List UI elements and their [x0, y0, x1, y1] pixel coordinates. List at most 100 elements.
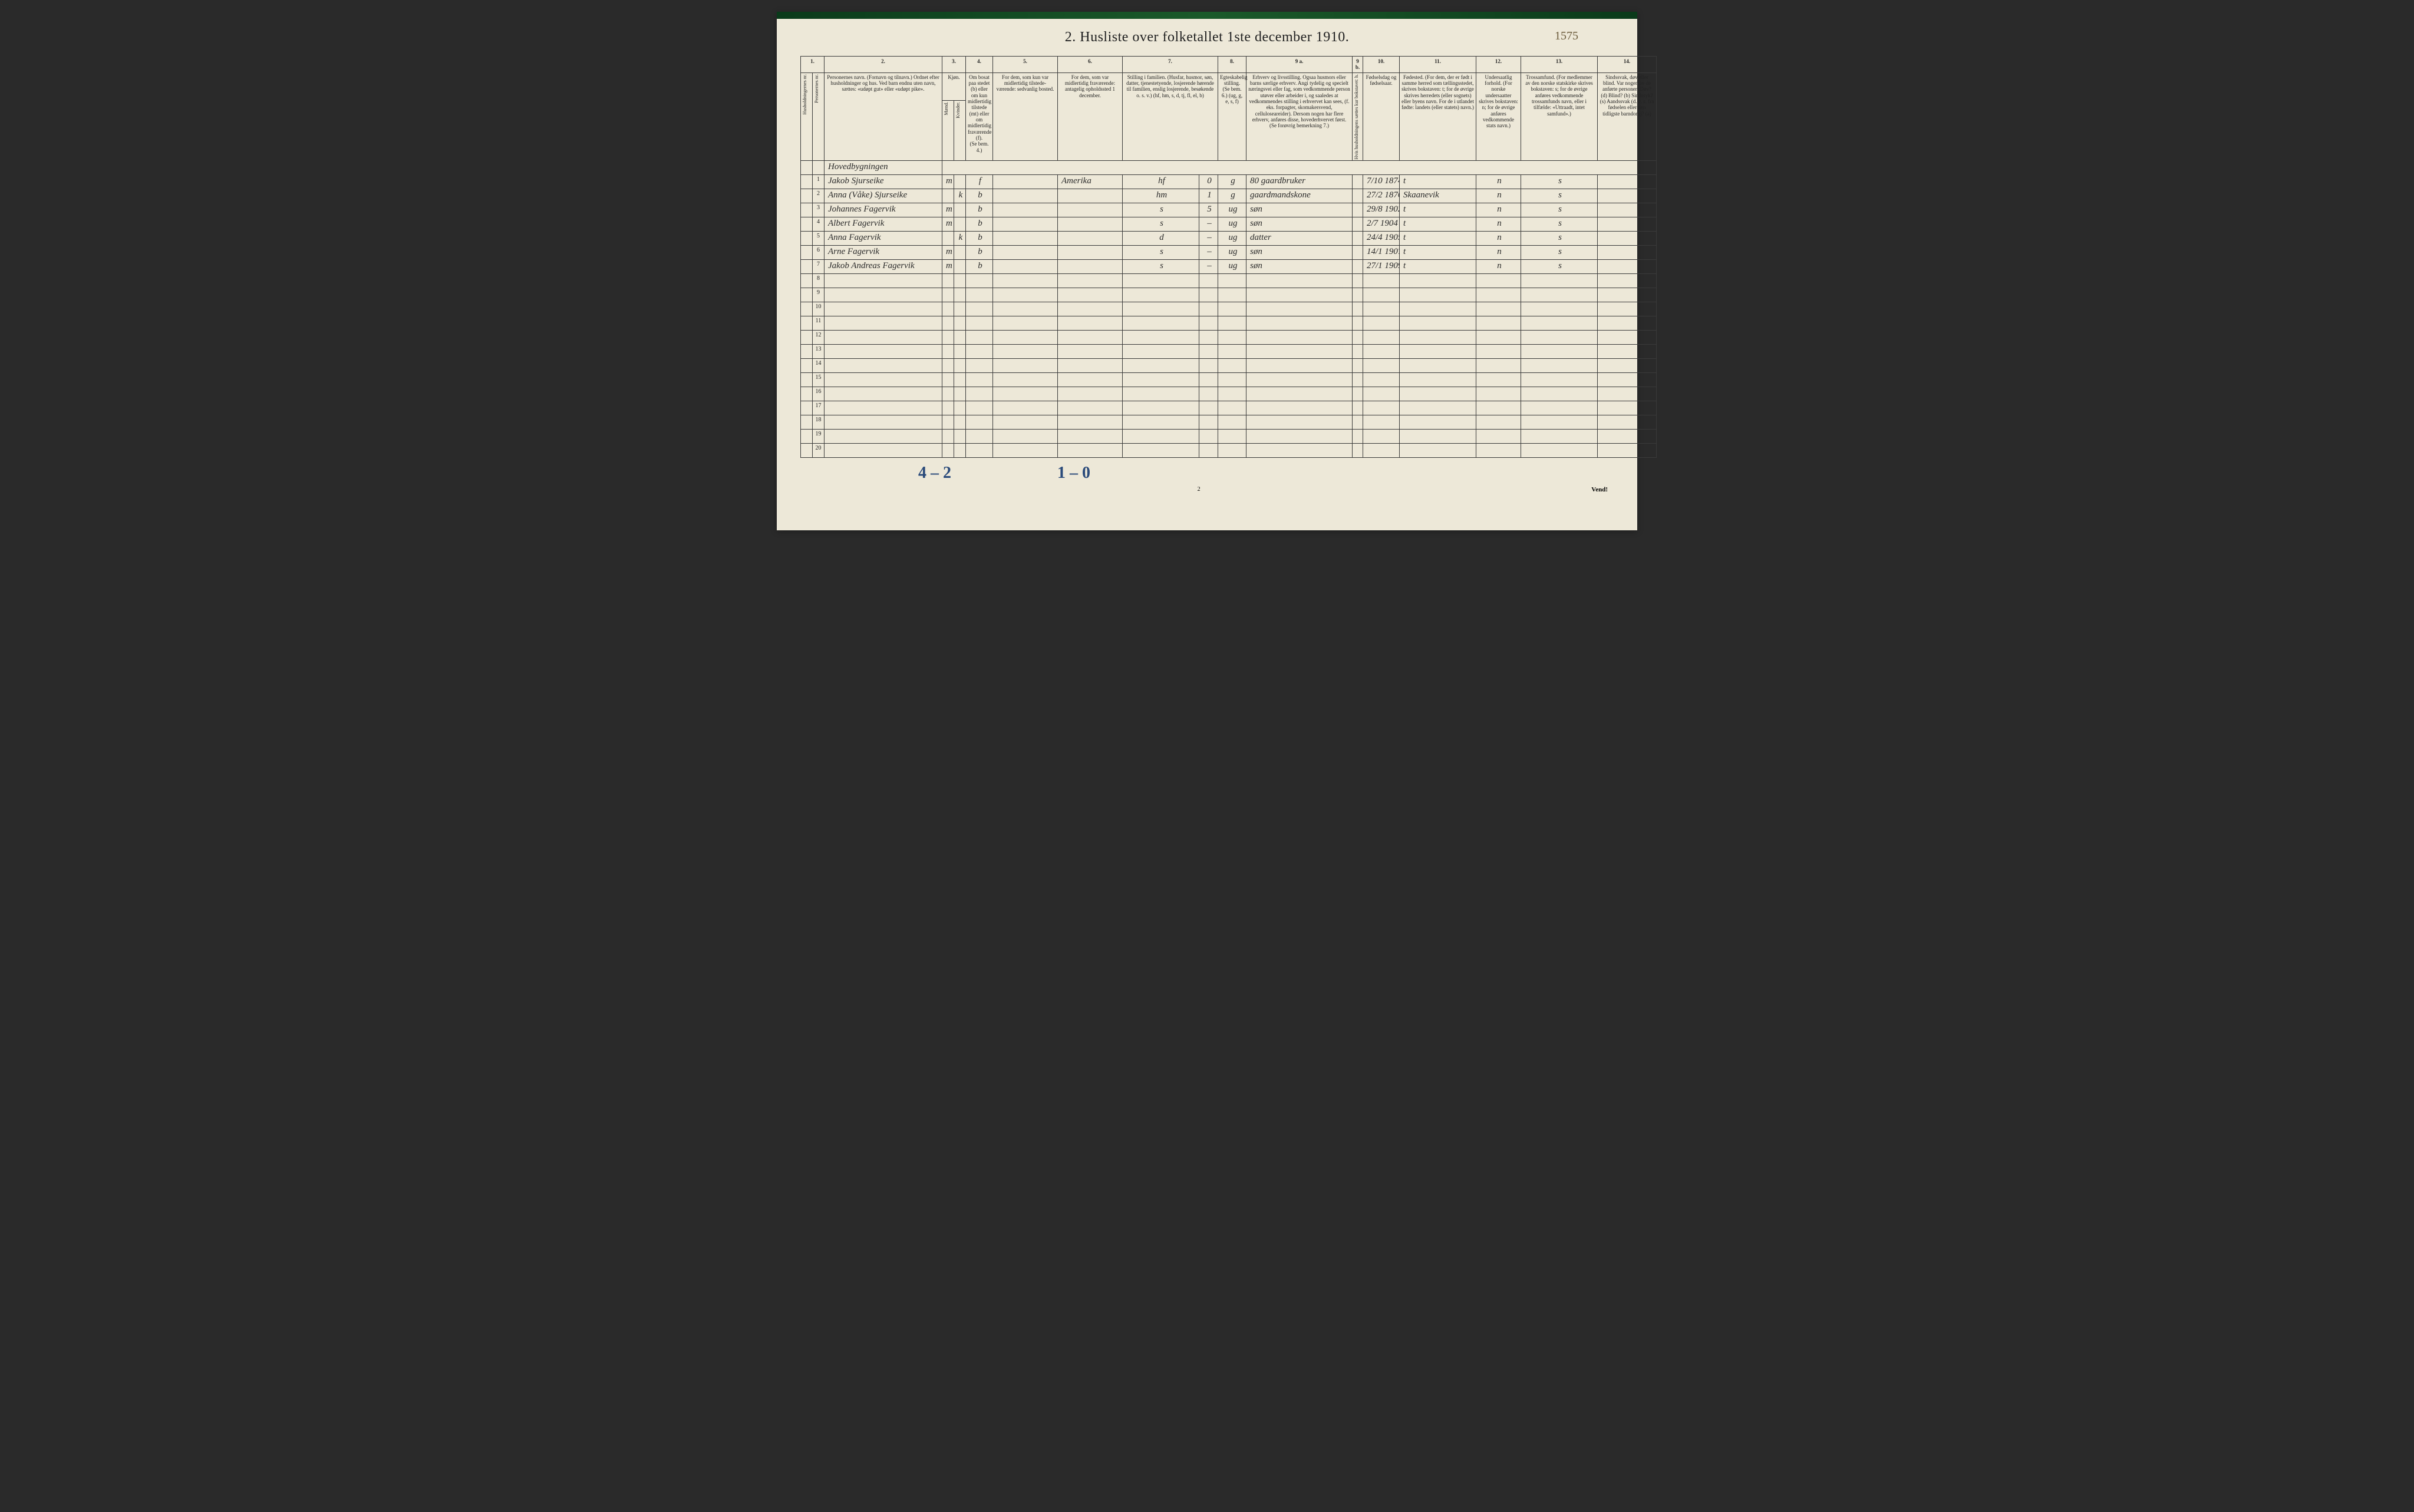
cell-empty — [1199, 373, 1218, 387]
cell-empty — [1598, 430, 1657, 444]
cell-empty — [1598, 345, 1657, 359]
cell-empty — [1353, 359, 1363, 373]
cell-tilstede — [993, 203, 1058, 217]
header-maend: Mænd. — [942, 101, 954, 161]
cell-undersaat: n — [1476, 175, 1521, 189]
cell-fravaer: Amerika — [1058, 175, 1123, 189]
hushold-nr — [801, 274, 813, 288]
person-nr: 17 — [813, 401, 825, 415]
cell-bosat: f — [966, 175, 993, 189]
cell-empty — [1218, 401, 1246, 415]
table-row: 2Anna (Våke) Sjurseikekbhm1ggaardmandsko… — [801, 189, 1657, 203]
cell-tilstede — [993, 189, 1058, 203]
cell-empty — [954, 373, 966, 387]
person-nr: 7 — [813, 260, 825, 274]
person-nr: 4 — [813, 217, 825, 232]
cell-bosat: b — [966, 232, 993, 246]
header-text: Personernes nr. — [814, 74, 820, 103]
header-tilstede: For dem, som kun var midlertidig tilsted… — [993, 72, 1058, 160]
cell-empty — [993, 430, 1058, 444]
cell-tros: s — [1521, 175, 1598, 189]
table-row: 7Jakob Andreas Fagervikmbs–ugsøn27/1 190… — [801, 260, 1657, 274]
cell-empty — [1363, 401, 1400, 415]
header-bosat: Om bosat paa stedet (b) eller om kun mid… — [966, 72, 993, 160]
cell-empty — [1199, 444, 1218, 458]
cell-empty — [954, 387, 966, 401]
cell-empty — [1123, 359, 1199, 373]
hushold-nr — [801, 217, 813, 232]
person-nr: 13 — [813, 345, 825, 359]
cell-empty — [1598, 302, 1657, 316]
person-nr: 14 — [813, 359, 825, 373]
cell-famstilling: d — [1123, 232, 1199, 246]
cell-empty — [1058, 359, 1123, 373]
cell-empty — [825, 415, 942, 430]
cell-empty — [825, 331, 942, 345]
cell-egteskab: ug — [1218, 217, 1246, 232]
cell-empty — [954, 345, 966, 359]
table-row-blank: 16 — [801, 387, 1657, 401]
cell-empty — [825, 274, 942, 288]
cell-empty — [1058, 331, 1123, 345]
cell-erhverv: datter — [1246, 232, 1353, 246]
cell-egteskab: ug — [1218, 203, 1246, 217]
cell-9b — [1353, 217, 1363, 232]
cell-fodsel: 14/1 1907 — [1363, 246, 1400, 260]
cell-empty — [1246, 331, 1353, 345]
cell-empty — [1123, 415, 1199, 430]
section-note-row: Hovedbygningen — [801, 161, 1657, 175]
header-navn: Personernes navn. (Fornavn og tilnavn.) … — [825, 72, 942, 160]
cell-empty — [1363, 302, 1400, 316]
cell-empty — [966, 288, 993, 302]
cell-empty — [1363, 359, 1400, 373]
hushold-nr — [801, 316, 813, 331]
cell-empty — [1058, 373, 1123, 387]
cell-empty — [1598, 316, 1657, 331]
person-nr: 5 — [813, 232, 825, 246]
cell-empty — [1363, 373, 1400, 387]
cell-empty — [1353, 274, 1363, 288]
cell-tros: s — [1521, 189, 1598, 203]
cell-count: 5 — [1199, 203, 1218, 217]
cell-empty — [1521, 430, 1598, 444]
hushold-nr — [801, 175, 813, 189]
person-nr: 2 — [813, 189, 825, 203]
cell-sindssvak — [1598, 246, 1657, 260]
cell-m: m — [942, 260, 954, 274]
table-row-blank: 20 — [801, 444, 1657, 458]
cell-empty — [1521, 444, 1598, 458]
table-row-blank: 10 — [801, 302, 1657, 316]
cell-fravaer — [1058, 260, 1123, 274]
cell-empty — [966, 331, 993, 345]
cell-undersaat: n — [1476, 189, 1521, 203]
cell-empty — [1476, 387, 1521, 401]
cell-empty — [942, 288, 954, 302]
cell-fodested: t — [1400, 232, 1476, 246]
cell-tros: s — [1521, 232, 1598, 246]
cell-bosat: b — [966, 189, 993, 203]
cell-empty — [1353, 444, 1363, 458]
cell-fravaer — [1058, 203, 1123, 217]
cell-fodsel: 24/4 1905 — [1363, 232, 1400, 246]
header-text: Husholdningernes nr. — [803, 74, 808, 114]
cell-empty — [942, 331, 954, 345]
cell-empty — [954, 288, 966, 302]
cell-egteskab: g — [1218, 175, 1246, 189]
cell-m: m — [942, 175, 954, 189]
cell-empty — [993, 345, 1058, 359]
cell-empty — [1598, 359, 1657, 373]
cell-empty — [966, 415, 993, 430]
cell-k: k — [954, 232, 966, 246]
cell-empty — [966, 345, 993, 359]
cell-empty — [1476, 345, 1521, 359]
cell-empty — [966, 359, 993, 373]
cell-empty — [1218, 444, 1246, 458]
hushold-nr — [801, 359, 813, 373]
cell-empty — [966, 373, 993, 387]
cell-empty — [1246, 430, 1353, 444]
cell-empty — [1123, 387, 1199, 401]
cell-empty — [1363, 345, 1400, 359]
cell-erhverv: søn — [1246, 217, 1353, 232]
cell-empty — [1363, 331, 1400, 345]
cell-erhverv: søn — [1246, 203, 1353, 217]
